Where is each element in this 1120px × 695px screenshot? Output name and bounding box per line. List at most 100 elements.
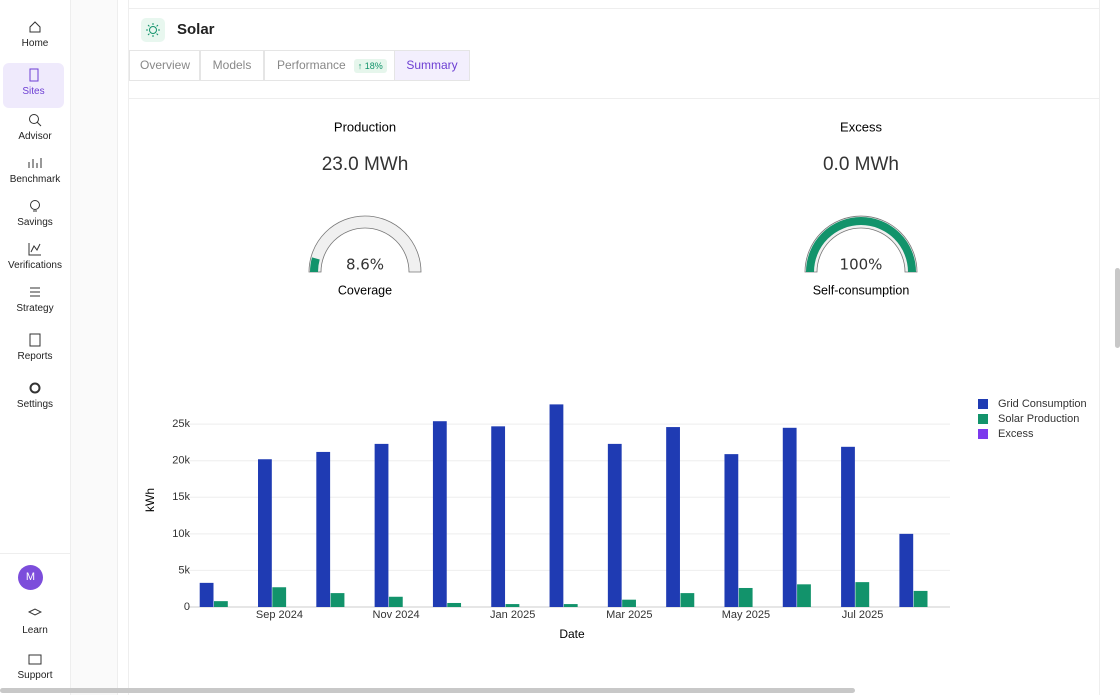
y-tick-label: 5k (178, 564, 190, 576)
gauge-fill (310, 257, 320, 273)
y-tick-label: 10k (172, 528, 190, 540)
x-axis-label: Date (559, 627, 585, 641)
bar (258, 459, 272, 607)
bar (913, 590, 928, 607)
nav-savings[interactable]: Savings (0, 199, 70, 228)
legend-swatch (978, 414, 988, 424)
y-axis-label: kWh (143, 488, 157, 512)
gauge-value: 100% (840, 256, 883, 274)
tab[interactable]: Performance ↑ 18% (263, 50, 396, 81)
gauge-track (308, 215, 422, 273)
badge-label: 18% (364, 61, 383, 71)
bar (491, 426, 506, 607)
nav-label: Savings (17, 217, 53, 228)
legend-label: Solar Production (998, 413, 1079, 425)
x-tick-label: Jul 2025 (842, 609, 884, 621)
tab[interactable]: Models (199, 50, 265, 81)
x-tick-label: Sep 2024 (256, 609, 303, 621)
solar-icon (141, 18, 165, 42)
avatar[interactable]: M (18, 565, 43, 590)
gauge-fill (806, 217, 916, 273)
nav-label: Benchmark (9, 174, 61, 185)
nav-learn[interactable]: Learn (0, 607, 70, 636)
divider (0, 553, 70, 554)
bar (724, 454, 739, 607)
nav-label: Strategy (16, 303, 54, 314)
tab[interactable]: Summary (394, 50, 470, 81)
tab[interactable]: Overview (129, 50, 201, 81)
nav-label: Learn (22, 625, 48, 636)
nav-label: Support (17, 670, 53, 681)
nav-label: Verifications (8, 260, 62, 271)
nav-home[interactable]: Home (0, 20, 70, 49)
y-tick-label: 15k (172, 491, 190, 503)
panel: Solar Overview Models Performance ↑ 18% S… (128, 0, 1100, 695)
bar (316, 451, 331, 607)
gutter (71, 0, 118, 695)
bar (855, 582, 870, 607)
nav-benchmark[interactable]: Benchmark (0, 156, 70, 185)
gauge-title: Excess (840, 119, 882, 134)
nav-verifications[interactable]: Verifications (0, 242, 70, 271)
gauge-total: 0.0 MWh (823, 154, 899, 175)
badge-arrow: ↑ (357, 61, 365, 71)
gauge-total: 23.0 MWh (322, 154, 409, 175)
nav-advisor[interactable]: Advisor (0, 113, 70, 142)
bar (214, 601, 228, 607)
gauge-caption: Self-consumption (813, 283, 910, 297)
bar (782, 427, 797, 607)
nav-settings[interactable]: Settings (0, 381, 70, 410)
nav-reports[interactable]: Reports (0, 333, 70, 362)
bar (666, 427, 680, 607)
x-tick-label: Mar 2025 (606, 609, 652, 621)
bar (680, 593, 695, 607)
nav-sites[interactable]: Sites (3, 63, 64, 108)
nav-strategy[interactable]: Strategy (0, 285, 70, 314)
nav-label: Advisor (18, 131, 52, 142)
bar (549, 404, 564, 607)
tab-label: Performance (277, 58, 346, 72)
chart: 0 5k 10k 15k 20k 25k kWh Date Sep 2024 Nov 2024 Ja… (143, 398, 1087, 641)
gauges: Production 23.0 MWh 8.6% Coverage Excess 0.0 … (308, 119, 918, 297)
badge: ↑ 18% (353, 59, 387, 73)
page-title: Solar (177, 21, 215, 38)
nav-label: Settings (16, 399, 54, 410)
bar (374, 443, 389, 607)
divider (129, 8, 1099, 9)
y-tick-label: 0 (184, 601, 190, 613)
nav-label: Sites (22, 86, 45, 97)
bar (738, 587, 753, 607)
bar (447, 602, 462, 607)
gauge-caption: Coverage (338, 283, 392, 297)
bar (272, 587, 287, 607)
bar (607, 443, 622, 607)
bar (563, 604, 578, 607)
bar (199, 582, 214, 607)
v-scrollbar[interactable] (1115, 268, 1120, 348)
bar (388, 596, 403, 607)
legend-swatch (978, 429, 988, 439)
nav-support[interactable]: Support (0, 652, 70, 681)
nav-label: Home (21, 38, 49, 49)
legend-label: Excess (998, 428, 1034, 440)
bar (330, 593, 345, 607)
h-scrollbar[interactable] (0, 688, 855, 693)
gauge-value: 8.6% (346, 256, 384, 274)
sidebar: Home Sites Advisor Benchmark Savings Ver… (0, 0, 71, 695)
y-tick-label: 25k (172, 418, 190, 430)
bar (797, 584, 811, 607)
x-tick-label: May 2025 (722, 609, 770, 621)
bar (841, 446, 855, 607)
y-tick-label: 20k (172, 455, 190, 467)
bar (622, 599, 636, 607)
divider (129, 98, 1099, 99)
gauge-title: Production (334, 119, 396, 134)
bar (432, 421, 447, 607)
x-tick-label: Nov 2024 (373, 609, 420, 621)
legend-swatch (978, 399, 988, 409)
bar (899, 533, 914, 607)
bar (505, 604, 520, 607)
nav-label: Reports (17, 351, 53, 362)
legend-label: Grid Consumption (998, 398, 1087, 410)
